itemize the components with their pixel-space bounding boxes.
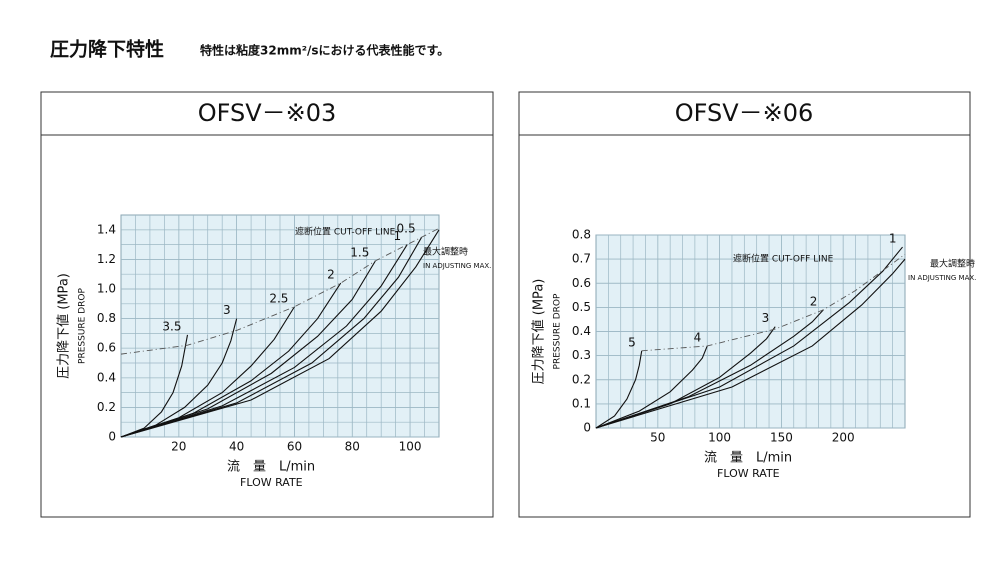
y-tick-label: 0	[583, 421, 591, 435]
y-tick-label: 0.4	[97, 370, 116, 384]
max-label-en: IN ADJUSTING MAX.	[423, 262, 491, 270]
y-tick-label: 0	[108, 430, 116, 444]
chart-title: OFSV－※03	[198, 99, 337, 127]
x-tick-label: 60	[287, 440, 302, 454]
curve	[120, 244, 408, 438]
y-axis-label: 圧力降下値 (MPa)	[531, 279, 547, 385]
x-tick-label: 80	[345, 440, 360, 454]
curve-label: 1	[889, 232, 897, 246]
x-tick-label: 40	[229, 440, 244, 454]
y-tick-label: 0.8	[97, 311, 116, 325]
y-tick-label: 0.6	[97, 341, 116, 355]
page-title: 圧力降下特性	[50, 38, 164, 61]
y-axis-label-en: PRESSURE DROP	[553, 293, 563, 369]
curve	[120, 236, 423, 438]
curve-label: 3	[223, 303, 231, 317]
curve	[120, 334, 189, 438]
y-axis-label-en: PRESSURE DROP	[78, 287, 88, 363]
y-tick-label: 0.7	[572, 252, 591, 266]
chart-title: OFSV－※06	[675, 99, 814, 127]
x-axis-label: 流 量 L/min	[227, 460, 315, 475]
x-axis-label: 流 量 L/min	[704, 451, 792, 466]
x-tick-label: 100	[708, 431, 731, 445]
y-axis-label: 圧力降下値 (MPa)	[56, 273, 72, 379]
curve-label: 4	[694, 330, 702, 344]
curve	[595, 345, 708, 429]
max-label-en: IN ADJUSTING MAX.	[908, 274, 976, 282]
curve	[120, 260, 376, 438]
curve	[595, 246, 903, 429]
curve-label: 2	[810, 294, 818, 308]
curve	[120, 229, 440, 438]
y-tick-label: 0.3	[572, 348, 591, 362]
curve-label: 3.5	[162, 319, 181, 333]
x-tick-label: 100	[399, 440, 422, 454]
x-axis-label-en: FLOW RATE	[717, 467, 780, 480]
y-tick-label: 0.2	[97, 400, 116, 414]
curve-label: 2	[327, 268, 335, 282]
y-tick-label: 0.1	[572, 396, 591, 410]
panel-frame	[40, 91, 494, 518]
y-tick-label: 0.8	[572, 228, 591, 242]
y-tick-label: 0.5	[572, 300, 591, 314]
curve	[595, 350, 643, 429]
x-tick-label: 200	[832, 431, 855, 445]
curve	[120, 227, 440, 355]
curve	[595, 258, 906, 429]
max-label: 最大調整時	[423, 246, 468, 258]
x-axis-label-en: FLOW RATE	[240, 476, 303, 489]
y-tick-label: 0.6	[572, 276, 591, 290]
curve-label: 0.5	[397, 222, 416, 236]
page-subtitle: 特性は粘度32mm²/sにおける代表性能です。	[200, 43, 449, 58]
panel-frame	[518, 91, 971, 518]
curve-label: 2.5	[269, 291, 288, 305]
curve-label: 3	[762, 311, 770, 325]
y-tick-label: 1.0	[97, 282, 116, 296]
y-tick-label: 0.2	[572, 372, 591, 386]
x-tick-label: 20	[171, 440, 186, 454]
curve-label: 1	[394, 229, 402, 243]
curve-label: 5	[628, 335, 636, 349]
curve	[641, 253, 906, 352]
x-tick-label: 50	[650, 431, 665, 445]
curve-label: 1.5	[350, 245, 369, 259]
cutoff-label: 遮断位置 CUT-OFF LINE	[295, 226, 396, 238]
max-label: 最大調整時	[930, 258, 975, 270]
x-tick-label: 150	[770, 431, 793, 445]
cutoff-label: 遮断位置 CUT-OFF LINE	[733, 253, 834, 265]
y-tick-label: 1.2	[97, 252, 116, 266]
y-tick-label: 1.4	[97, 222, 116, 236]
y-tick-label: 0.4	[572, 324, 591, 338]
